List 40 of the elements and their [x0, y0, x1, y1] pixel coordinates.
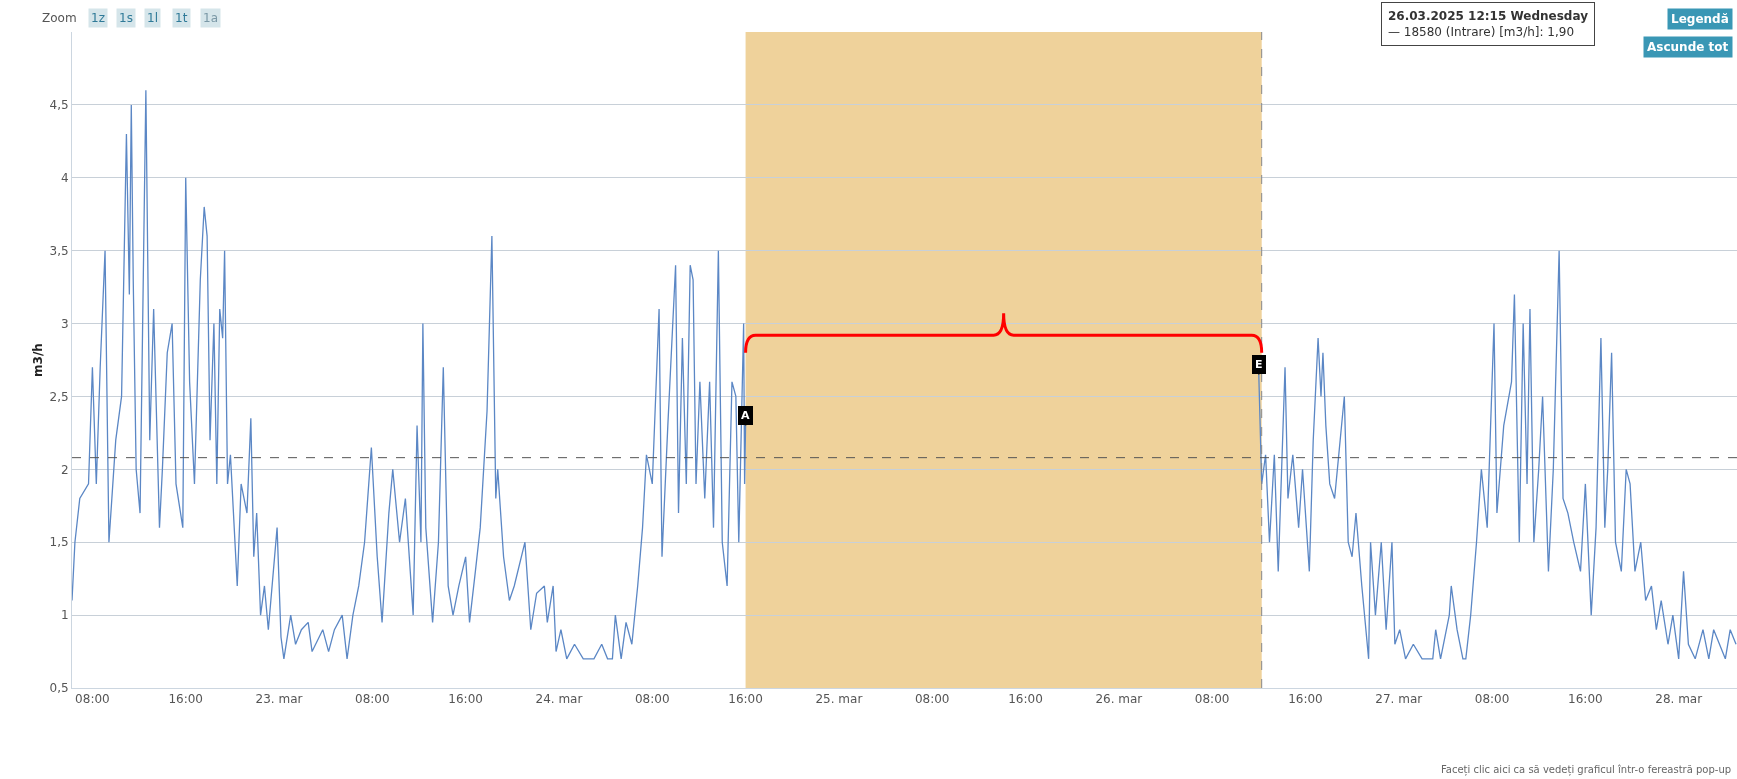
text: 1a — [203, 11, 218, 25]
annotation: Ascunde tot — [1647, 40, 1729, 54]
x-tick-label: 26. mar — [1095, 692, 1143, 707]
x-tick-label: 08:00 — [1194, 692, 1230, 707]
x-tick-label: 27. mar — [1375, 692, 1423, 707]
x-tick-label: 16:00 — [448, 692, 483, 707]
text: 1t — [175, 11, 188, 25]
text: Faceți clic aici ca să vedeți graficul într-o fereastră pop-up — [1441, 764, 1732, 776]
y-tick-label: 2 — [60, 462, 69, 477]
text: 1l — [147, 11, 158, 25]
x-tick-label: 25. mar — [815, 692, 863, 707]
x-tick-label: 08:00 — [355, 692, 390, 707]
x-tick-label: 08:00 — [634, 692, 670, 707]
text: 1z — [91, 11, 105, 25]
x-tick-label: 16:00 — [1288, 692, 1323, 707]
x-tick-label: 28. mar — [1655, 692, 1703, 707]
text: Legendă — [1671, 12, 1729, 26]
annotation: 26.03.2025 12:15 Wednesday — 18580 (Intrare) [m3/h]: 1,90 — [1388, 9, 1589, 39]
y-axis-title: m3/h — [30, 343, 45, 377]
x-tick-label: 16:00 — [1008, 692, 1043, 707]
y-tick-label: 3,5 — [49, 243, 69, 258]
annotation: E — [1255, 358, 1263, 371]
text: Zoom — [42, 11, 77, 25]
x-tick-label: 08:00 — [1474, 692, 1510, 707]
y-tick-label: 1,5 — [49, 535, 69, 550]
x-tick-label: 24. mar — [535, 692, 583, 707]
y-tick-label: 4 — [60, 170, 69, 185]
y-tick-label: 0,5 — [49, 681, 69, 696]
y-tick-label: 1 — [60, 608, 69, 623]
x-tick-label: 23. mar — [255, 692, 303, 707]
text: 1s — [119, 11, 133, 25]
y-tick-label: 4,5 — [49, 98, 69, 113]
annotation: A — [741, 409, 750, 422]
x-tick-label: 08:00 — [75, 692, 110, 707]
x-tick-label: 08:00 — [914, 692, 950, 707]
y-tick-label: 3 — [60, 316, 69, 331]
y-tick-label: 2,5 — [49, 389, 69, 404]
x-tick-label: 16:00 — [168, 692, 204, 707]
x-tick-label: 16:00 — [728, 692, 763, 707]
x-tick-label: 16:00 — [1568, 692, 1603, 707]
